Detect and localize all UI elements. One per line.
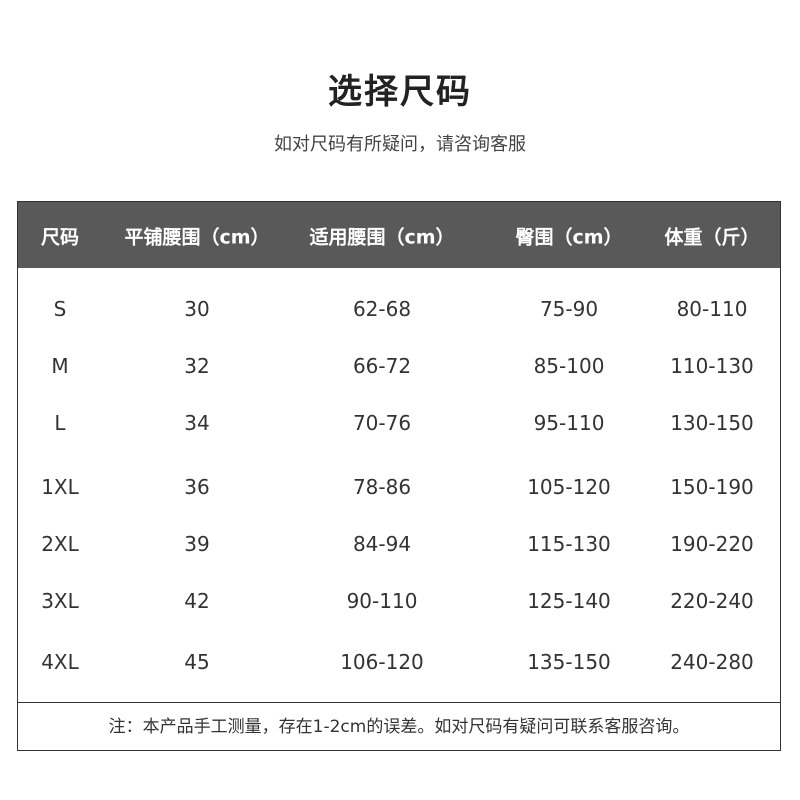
cell-flat-waist: 36 [184, 475, 210, 499]
cell-flat-waist: 34 [184, 411, 210, 435]
cell-hip: 95-110 [533, 411, 605, 435]
cell-size: S [53, 297, 67, 321]
cell-fit-waist: 70-76 [352, 411, 412, 435]
cell-hip: 105-120 [527, 475, 611, 499]
cell-hip: 115-130 [527, 532, 611, 556]
cell-flat-waist: 32 [184, 354, 210, 378]
cell-flat-waist: 30 [184, 297, 210, 321]
cell-fit-waist: 66-72 [352, 354, 412, 378]
cell-weight: 220-240 [670, 589, 754, 613]
page-title: 选择尺码 [328, 72, 472, 112]
table-header: 尺码 平铺腰围（cm） 适用腰围（cm） 臀围（cm） 体重（斤） [18, 202, 780, 268]
header-fit-waist: 适用腰围（cm） [309, 226, 455, 249]
cell-size: 3XL [41, 589, 79, 613]
cell-size: M [51, 354, 69, 378]
cell-size: 4XL [41, 650, 79, 674]
cell-flat-waist: 39 [184, 532, 210, 556]
cell-size: L [54, 411, 66, 435]
cell-flat-waist: 42 [184, 589, 210, 613]
cell-fit-waist: 78-86 [352, 475, 412, 499]
cell-flat-waist: 45 [184, 650, 210, 674]
header-flat-waist: 平铺腰围（cm） [124, 226, 270, 249]
size-table: 尺码 平铺腰围（cm） 适用腰围（cm） 臀围（cm） 体重（斤） S 30 62-… [17, 201, 781, 751]
cell-weight: 130-150 [670, 411, 754, 435]
page-subtitle: 如对尺码有所疑问，请咨询客服 [274, 134, 526, 155]
cell-hip: 135-150 [527, 650, 611, 674]
header-size: 尺码 [40, 226, 80, 249]
cell-weight: 80-110 [676, 297, 748, 321]
cell-hip: 75-90 [539, 297, 599, 321]
cell-fit-waist: 90-110 [346, 589, 418, 613]
header-weight: 体重（斤） [664, 226, 760, 249]
cell-weight: 110-130 [670, 354, 754, 378]
table-note: 注：本产品手工测量，存在1-2cm的误差。如对尺码有疑问可联系客服咨询。 [18, 702, 780, 751]
header-hip: 臀围（cm） [515, 226, 623, 249]
cell-fit-waist: 84-94 [352, 532, 412, 556]
cell-hip: 125-140 [527, 589, 611, 613]
cell-weight: 150-190 [670, 475, 754, 499]
cell-size: 2XL [41, 532, 79, 556]
cell-hip: 85-100 [533, 354, 605, 378]
cell-size: 1XL [41, 475, 79, 499]
cell-fit-waist: 106-120 [340, 650, 424, 674]
cell-weight: 190-220 [670, 532, 754, 556]
cell-fit-waist: 62-68 [352, 297, 412, 321]
cell-weight: 240-280 [670, 650, 754, 674]
